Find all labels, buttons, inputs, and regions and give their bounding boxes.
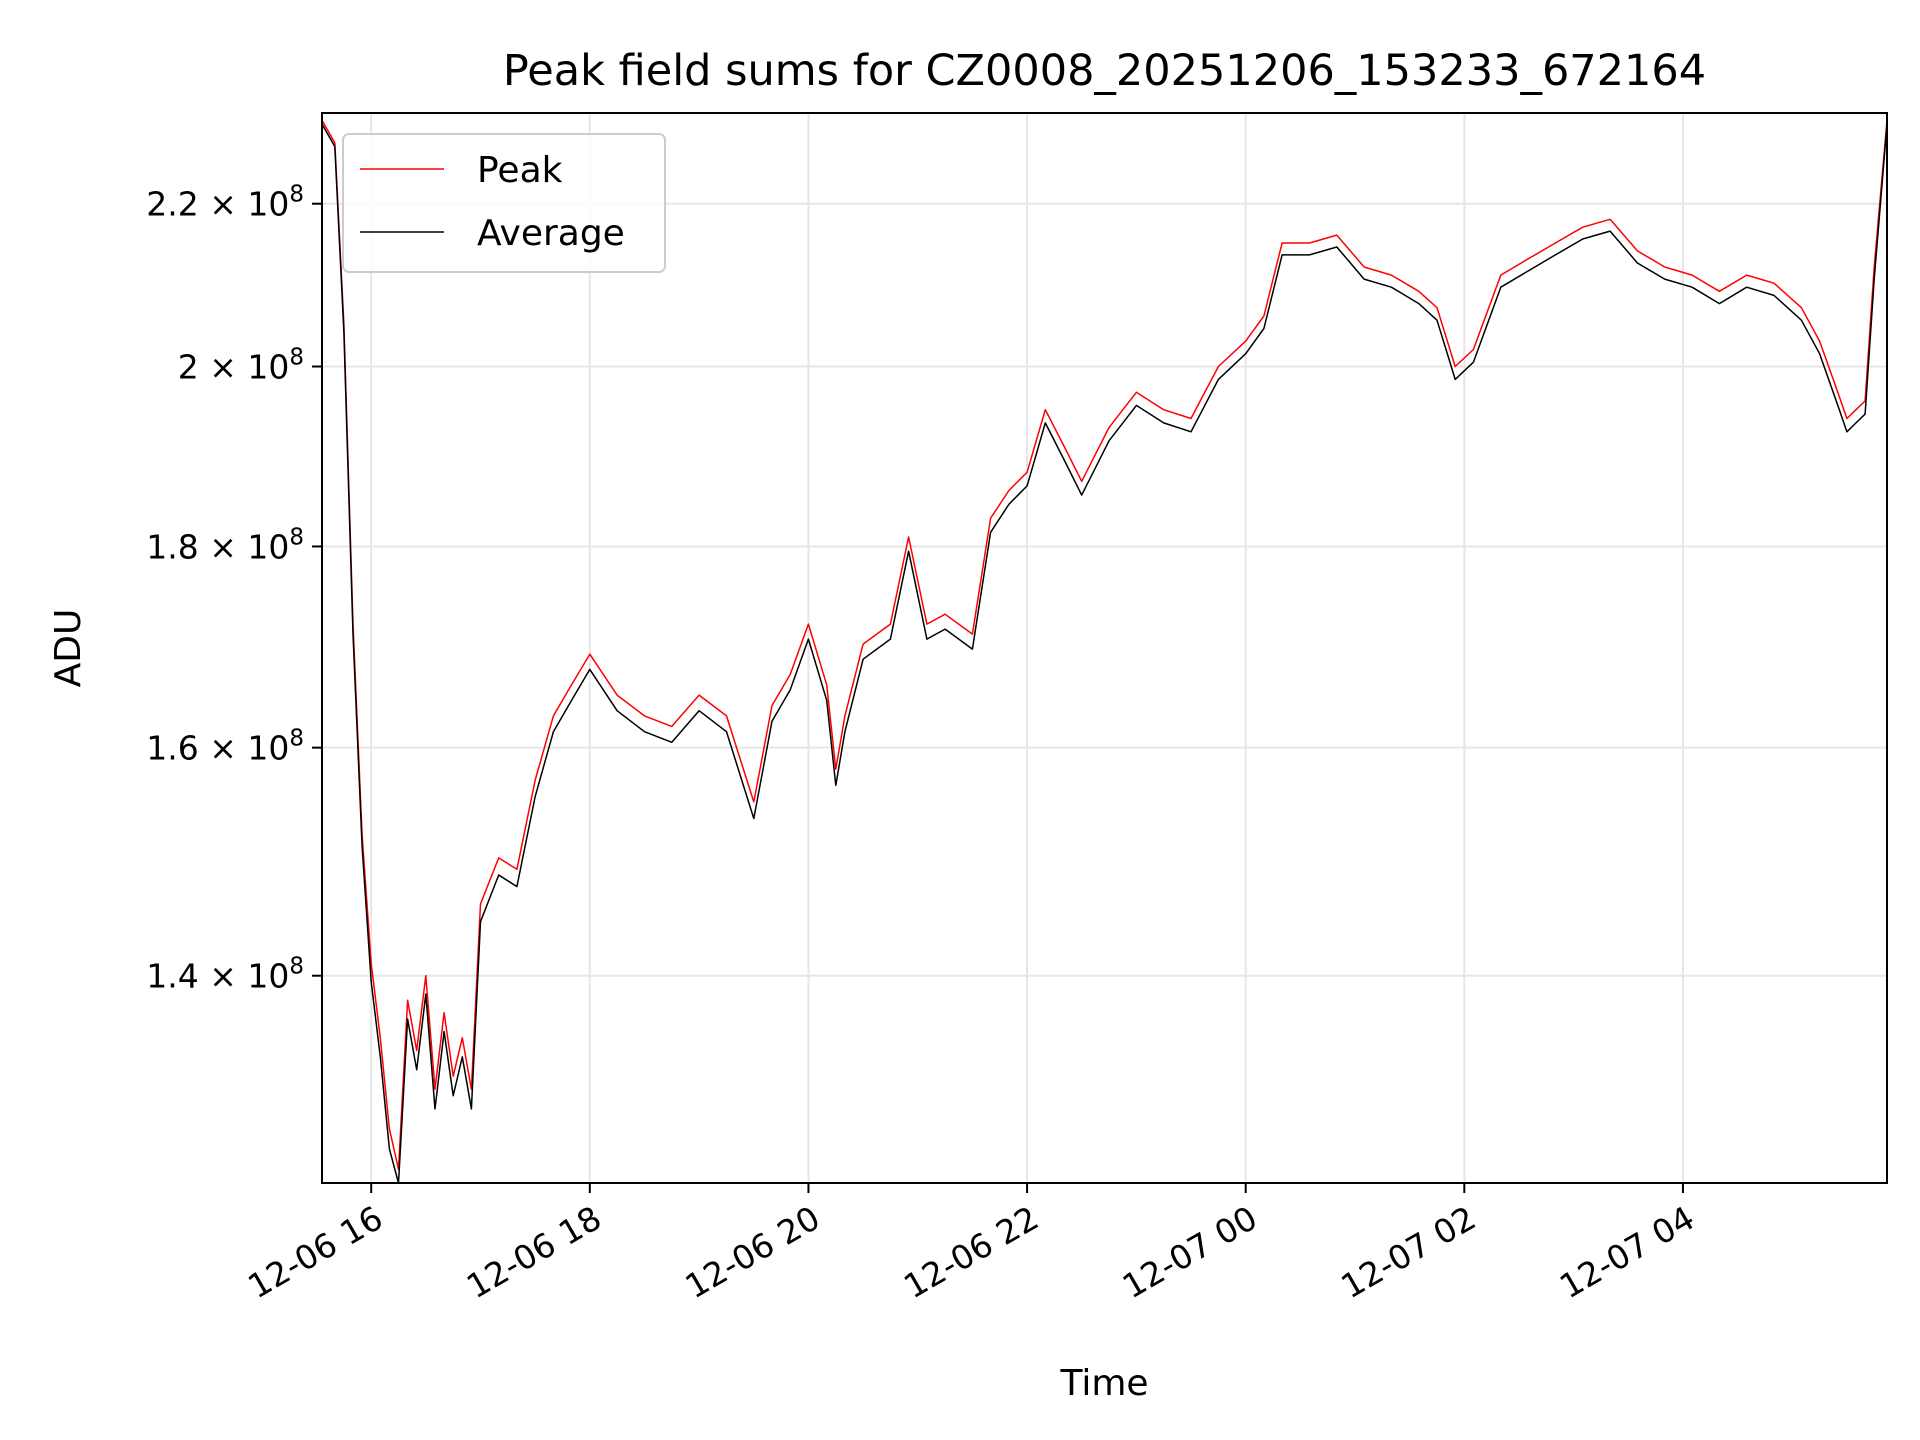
y-tick-mantissa: 1.8 × 10 <box>146 527 289 566</box>
y-tick-exponent: 8 <box>289 524 304 550</box>
y-tick-mantissa: 1.4 × 10 <box>146 957 289 996</box>
y-tick-label: 1.4 × 108 <box>146 954 304 996</box>
series-line-average <box>321 123 1888 1184</box>
legend-label-average: Average <box>477 213 625 254</box>
y-tick-mantissa: 2.2 × 10 <box>146 185 289 224</box>
legend: Peak Average <box>342 133 666 273</box>
series-line-peak <box>321 120 1888 1171</box>
series-layer <box>321 120 1888 1184</box>
legend-label-peak: Peak <box>477 150 563 191</box>
y-tick-label: 2 × 108 <box>178 345 304 387</box>
y-tick-exponent: 8 <box>289 182 304 208</box>
y-tick-label: 1.6 × 108 <box>146 726 304 768</box>
y-tick-exponent: 8 <box>289 726 304 752</box>
y-tick-mantissa: 2 × 10 <box>178 348 290 387</box>
y-axis-title: ADU <box>48 609 89 688</box>
y-tick-label: 2.2 × 108 <box>146 182 304 224</box>
y-tick-label: 1.8 × 108 <box>146 524 304 566</box>
plot-frame <box>321 112 1888 1184</box>
grid <box>322 113 1887 1183</box>
y-tick-exponent: 8 <box>289 954 304 980</box>
chart-title: Peak field sums for CZ0008_20251206_1532… <box>503 46 1706 96</box>
x-axis-title: Time <box>1059 1363 1148 1404</box>
y-tick-mantissa: 1.6 × 10 <box>146 729 289 768</box>
y-tick-exponent: 8 <box>289 345 304 371</box>
